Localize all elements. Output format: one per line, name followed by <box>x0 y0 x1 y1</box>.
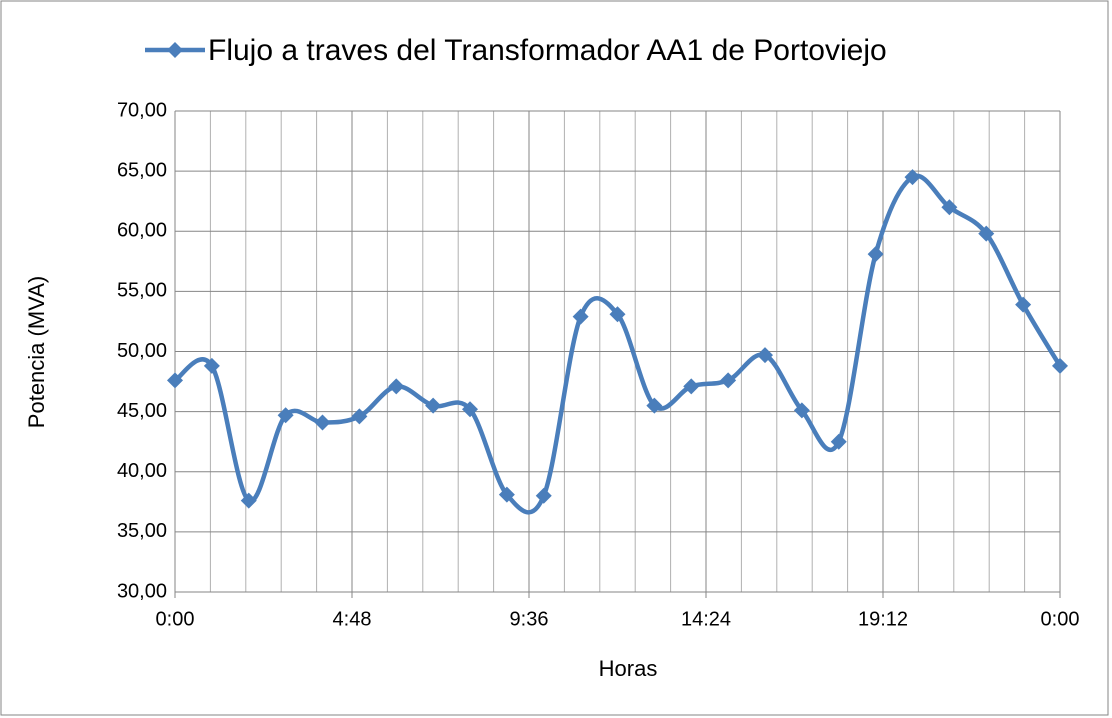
y-tick-label: 45,00 <box>117 400 167 422</box>
data-marker <box>314 414 331 431</box>
data-marker <box>720 372 737 389</box>
data-marker <box>498 486 515 503</box>
legend-marker <box>167 42 183 58</box>
x-tick-label: 4:48 <box>333 608 372 630</box>
data-marker <box>240 492 257 509</box>
data-marker <box>830 433 847 450</box>
y-tick-label: 50,00 <box>117 340 167 362</box>
data-marker <box>277 407 294 424</box>
y-tick-label: 60,00 <box>117 220 167 242</box>
data-marker <box>1015 296 1032 313</box>
data-marker <box>867 246 884 263</box>
data-marker <box>904 169 921 186</box>
y-tick-label: 30,00 <box>117 580 167 602</box>
x-tick-label: 14:24 <box>681 608 731 630</box>
data-marker <box>609 306 626 323</box>
data-marker <box>1052 357 1068 374</box>
y-axis-label: Potencia (MVA) <box>24 276 49 428</box>
grid <box>174 110 1061 598</box>
data-marker <box>203 357 220 374</box>
y-tick-label: 40,00 <box>117 460 167 482</box>
data-marker <box>167 372 183 389</box>
y-tick-label: 65,00 <box>117 159 167 181</box>
x-axis-label: Horas <box>599 656 658 681</box>
data-marker <box>462 401 478 418</box>
data-marker <box>425 397 442 414</box>
data-marker <box>941 199 958 216</box>
data-marker <box>793 402 810 419</box>
data-marker <box>683 378 700 395</box>
x-tick-label: 19:12 <box>858 608 908 630</box>
data-marker <box>978 225 995 242</box>
x-tick-label: 0:00 <box>1041 608 1080 630</box>
data-marker <box>757 347 773 364</box>
data-marker <box>535 487 552 504</box>
y-tick-label: 35,00 <box>117 520 167 542</box>
data-marker <box>572 308 589 325</box>
x-tick-label: 0:00 <box>156 608 195 630</box>
data-marker <box>388 378 405 395</box>
data-marker <box>351 408 368 425</box>
data-marker <box>646 397 663 414</box>
y-tick-label: 70,00 <box>117 99 167 121</box>
legend-label: Flujo a traves del Transformador AA1 de … <box>208 34 887 67</box>
y-tick-label: 55,00 <box>117 280 167 302</box>
x-tick-label: 9:36 <box>510 608 549 630</box>
